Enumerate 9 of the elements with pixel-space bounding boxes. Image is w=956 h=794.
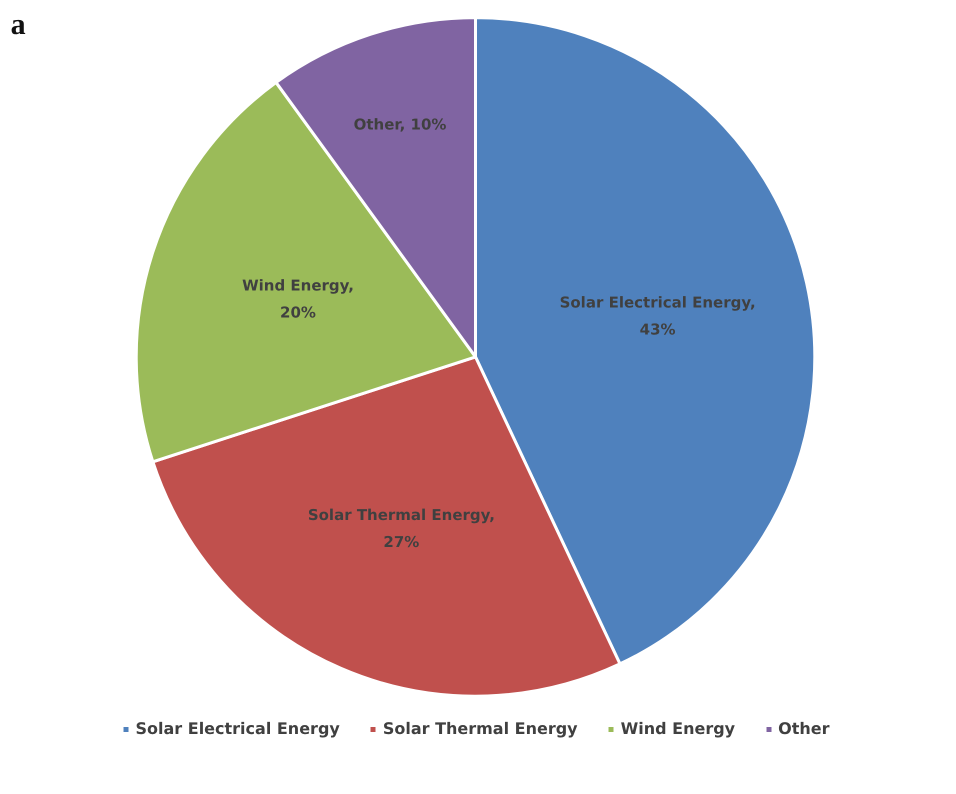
data-label: Solar Electrical Energy, 43% — [560, 294, 756, 339]
data-label: Other, 10% — [354, 115, 446, 134]
legend-label: Wind Energy — [620, 719, 736, 738]
legend-label: Solar Thermal Energy — [382, 719, 578, 738]
data-label: Wind Energy, 20% — [242, 276, 354, 322]
legend-label: Other — [778, 719, 830, 738]
legend-label: Solar Electrical Energy — [136, 719, 340, 738]
data-label: Solar Thermal Energy, 27% — [308, 506, 495, 551]
chart-title: a — [10, 8, 26, 41]
